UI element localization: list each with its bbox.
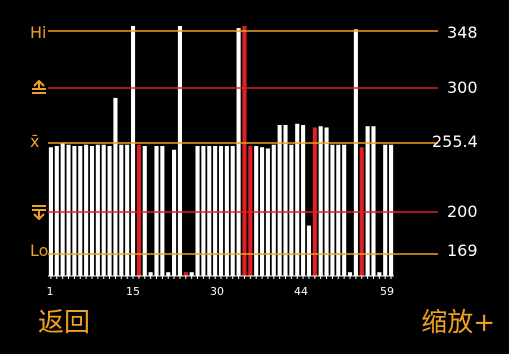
bar xyxy=(342,144,347,276)
bar-out-of-limit xyxy=(183,272,188,276)
upper-limit-value: 300 xyxy=(447,78,478,97)
bar xyxy=(142,145,147,276)
bar xyxy=(154,145,159,276)
limit-lines-group xyxy=(48,30,438,255)
x-tick-label: 1 xyxy=(46,285,54,298)
bar xyxy=(84,144,89,276)
bar xyxy=(172,149,177,276)
x-tick-label: 15 xyxy=(126,285,140,298)
bar xyxy=(289,144,294,276)
bars-group xyxy=(48,26,394,277)
hi-value: 348 xyxy=(447,23,478,42)
bar xyxy=(318,126,323,276)
bar xyxy=(236,28,241,276)
lo-value: 169 xyxy=(447,241,478,260)
bar xyxy=(107,145,112,276)
bar xyxy=(330,144,335,276)
bar xyxy=(389,144,394,276)
bar xyxy=(336,144,341,276)
bar xyxy=(218,145,224,276)
bar xyxy=(160,145,165,276)
bar xyxy=(254,145,259,276)
bar xyxy=(213,145,218,276)
x-tick-label: 44 xyxy=(294,285,308,298)
bar xyxy=(365,126,370,276)
bar xyxy=(54,145,59,276)
x-tick-label: 59 xyxy=(380,285,394,298)
bar-out-of-limit xyxy=(136,144,141,276)
bar xyxy=(89,145,95,276)
bar xyxy=(95,144,100,276)
bar xyxy=(125,144,130,276)
bar xyxy=(72,145,77,276)
bar xyxy=(113,97,118,277)
bar xyxy=(195,145,200,276)
bar xyxy=(78,145,83,276)
bar xyxy=(347,272,353,276)
bar xyxy=(271,144,276,276)
mean-label: x̄ xyxy=(30,132,40,151)
bar xyxy=(66,144,71,276)
hi-label: Hi xyxy=(30,23,47,42)
bar xyxy=(207,145,212,276)
bar xyxy=(324,127,329,277)
back-softkey[interactable]: 返回 xyxy=(38,308,91,338)
bar xyxy=(377,272,382,276)
bar xyxy=(130,26,136,276)
bar xyxy=(166,272,171,276)
bar xyxy=(301,125,306,276)
bar xyxy=(306,225,312,276)
bar-out-of-limit xyxy=(242,26,247,276)
lower-limit-value: 200 xyxy=(447,202,478,221)
bar-out-of-limit xyxy=(312,127,317,277)
bar xyxy=(119,144,124,276)
bar xyxy=(201,145,206,276)
x-axis xyxy=(48,275,394,279)
bar xyxy=(224,145,229,276)
bar xyxy=(383,144,388,276)
bar-out-of-limit xyxy=(248,145,253,276)
bar xyxy=(371,126,376,276)
upper-limit-icon xyxy=(30,79,48,99)
x-tick-label: 30 xyxy=(210,285,224,298)
lo-label: Lo xyxy=(30,241,49,260)
bar xyxy=(189,272,194,276)
mean-value: 255.4 xyxy=(432,132,478,151)
bar xyxy=(277,125,282,276)
lower-limit-icon xyxy=(30,204,48,223)
bar xyxy=(101,144,106,276)
zoom-in-softkey[interactable]: 缩放+ xyxy=(421,308,495,338)
bar xyxy=(353,29,358,276)
bar xyxy=(60,143,65,276)
bar xyxy=(283,125,288,276)
bar xyxy=(295,123,300,276)
bar xyxy=(177,26,183,276)
bar xyxy=(230,145,235,276)
bar xyxy=(148,272,153,276)
